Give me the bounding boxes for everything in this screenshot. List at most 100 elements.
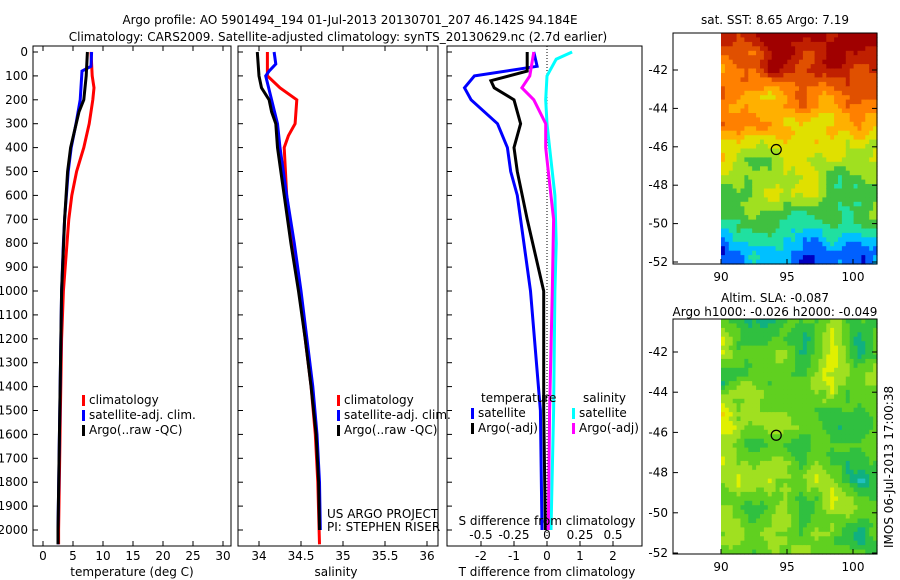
map-cell: [814, 95, 820, 101]
map-cell: [849, 170, 855, 176]
map-cell: [873, 135, 878, 141]
map-cell: [752, 376, 757, 382]
map-cell: [802, 389, 808, 395]
map-cell: [873, 157, 878, 163]
map-cell: [865, 215, 870, 221]
map-cell: [740, 179, 745, 185]
map-cell: [791, 483, 796, 489]
map-cell: [853, 73, 859, 78]
map-cell: [845, 416, 851, 422]
map-cell: [732, 505, 738, 511]
map-cell: [728, 161, 734, 167]
map-cell: [752, 421, 757, 426]
map-cell: [869, 152, 874, 158]
map-cell: [744, 363, 749, 369]
map-cell: [744, 496, 749, 502]
map-cell: [826, 130, 831, 136]
map-cell: [849, 447, 855, 453]
map-cell: [869, 531, 874, 537]
map-cell: [744, 438, 749, 444]
x-tick-label: 20: [155, 549, 170, 563]
map-cell: [806, 372, 812, 378]
map-cell: [736, 33, 742, 38]
map-cell: [849, 259, 855, 265]
map-cell: [724, 341, 730, 347]
map-cell: [830, 336, 835, 342]
map-cell: [752, 139, 757, 145]
map-cell: [857, 429, 862, 435]
map-cell: [775, 59, 781, 65]
map-cell: [787, 434, 792, 440]
map-cell: [787, 224, 792, 229]
map-cell: [841, 259, 847, 265]
map-cell: [841, 531, 847, 537]
map-cell: [806, 416, 812, 422]
map-cell: [787, 367, 792, 373]
map-cell: [763, 425, 769, 431]
map-cell: [791, 478, 796, 484]
map-cell: [775, 456, 781, 462]
map-cell: [767, 389, 773, 395]
map-cell: [841, 496, 847, 502]
map-cell: [728, 81, 734, 87]
map-cell: [795, 367, 800, 373]
map-cell: [834, 104, 839, 110]
map-cell: [728, 394, 734, 400]
map-cell: [752, 37, 757, 43]
map-cell: [799, 104, 804, 110]
map-cell: [806, 358, 812, 364]
map-cell: [845, 336, 851, 342]
map-cell: [736, 250, 742, 256]
map-cell: [740, 139, 745, 145]
map-cell: [728, 336, 734, 342]
map-cell: [728, 215, 734, 221]
map-cell: [814, 117, 820, 123]
map-cell: [787, 99, 792, 105]
map-cell: [724, 144, 730, 150]
map-cell: [748, 429, 753, 435]
map-cell: [810, 59, 816, 65]
map-cell: [767, 126, 773, 132]
map-cell: [826, 345, 831, 351]
map-cell: [838, 358, 843, 364]
map-cell: [791, 144, 796, 150]
map-cell: [732, 429, 738, 435]
map-cell: [810, 336, 816, 342]
map-cell: [834, 496, 839, 502]
map-cell: [845, 99, 851, 105]
map-cell: [869, 412, 874, 418]
map-cell: [830, 95, 835, 101]
map-cell: [752, 474, 757, 480]
map-cell: [865, 407, 870, 413]
map-cell: [857, 59, 862, 65]
map-cell: [791, 447, 796, 453]
map-cell: [857, 332, 862, 338]
map-cell: [760, 224, 765, 229]
map-cell: [873, 354, 878, 360]
map-cell: [756, 201, 761, 207]
map-cell: [799, 228, 804, 234]
map-cell: [849, 549, 855, 555]
map-cell: [838, 117, 843, 123]
map-cell: [767, 505, 773, 511]
map-cell: [814, 81, 820, 87]
map-cell: [873, 376, 878, 382]
map-cell: [865, 447, 870, 453]
map-cell: [744, 474, 749, 480]
map-cell: [865, 425, 870, 431]
map-cell: [841, 487, 847, 493]
map-cell: [857, 166, 862, 172]
map-cell: [849, 483, 855, 489]
map-cell: [834, 438, 839, 444]
map-cell: [869, 460, 874, 466]
map-cell: [861, 421, 866, 426]
map-cell: [787, 323, 792, 329]
map-cell: [791, 224, 796, 229]
map-cell: [732, 237, 738, 243]
map-cell: [740, 197, 745, 203]
map-cell: [775, 228, 781, 234]
map-cell: [748, 460, 753, 466]
map-cell: [783, 152, 788, 158]
map-cell: [763, 500, 769, 506]
legend-swatch-black: [337, 425, 340, 436]
